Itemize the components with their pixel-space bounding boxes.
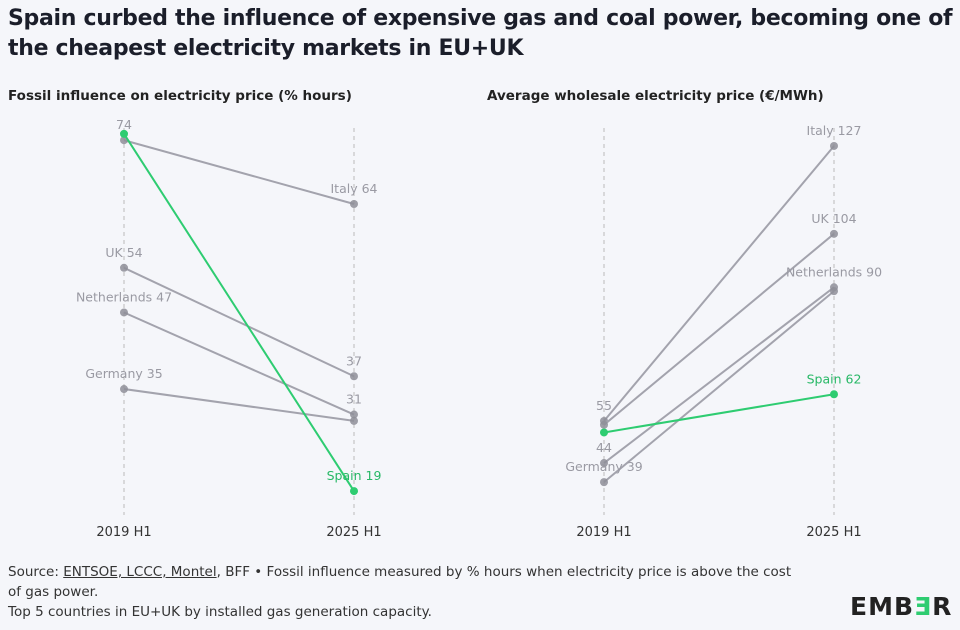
point-uk [120,263,128,272]
point-spain [350,487,358,496]
data-label: Netherlands 47 [76,289,172,304]
point-germany [350,416,358,425]
series-line-netherlands [603,286,835,464]
series-line-italy [123,139,355,205]
data-label: Germany 35 [85,366,162,381]
data-label: 31 [346,392,362,407]
data-label: 44 [596,440,612,455]
chart-title: Spain curbed the influence of expensive … [8,6,953,61]
series-line-germany [123,388,355,422]
series-line-germany [603,290,835,483]
series-line-spain [123,133,355,492]
point-spain [120,129,128,138]
data-label: 74 [116,117,132,132]
point-uk [350,372,358,381]
point-germany [830,287,838,296]
footer: Source: ENTSOE, LCCC, Montel, BFF • Foss… [8,562,808,622]
source-rest: , BFF • Fossil influence measured by % h… [8,564,792,600]
data-label: 37 [346,353,362,368]
series-line-italy [603,145,835,422]
series-line-netherlands [123,311,355,416]
point-netherlands [120,308,128,317]
point-spain [600,428,608,437]
data-label: 55 [596,398,612,413]
point-germany [120,385,128,394]
point-spain [830,390,838,399]
series-line-uk [603,233,835,426]
data-label: Italy 64 [331,181,378,196]
point-uk [600,420,608,429]
source-links[interactable]: ENTSOE, LCCC, Montel [63,564,217,580]
ember-logo: EMBƎR [850,592,953,621]
series-line-spain [603,393,835,434]
point-netherlands [350,410,358,419]
x-tick-label: 2019 H1 [576,525,631,540]
point-germany [600,478,608,487]
point-uk [830,229,838,238]
data-label: Spain 62 [807,371,862,386]
data-label: UK 54 [105,245,142,260]
point-netherlands [600,459,608,468]
right-chart-title: Average wholesale electricity price (€/M… [487,88,824,104]
x-tick-label: 2025 H1 [806,525,861,540]
x-tick-label: 2025 H1 [326,525,381,540]
left-chart-title: Fossil influence on electricity price (%… [8,88,352,104]
series-line-uk [123,266,355,378]
x-tick-label: 2019 H1 [96,525,151,540]
point-italy [830,141,838,150]
data-label: Germany 39 [565,459,642,474]
data-label: Netherlands 90 [786,264,882,279]
data-label: Italy 127 [807,123,862,138]
point-italy [350,200,358,208]
source-label: Source: [8,564,64,580]
data-label: UK 104 [811,211,856,226]
data-label: Spain 19 [327,468,382,483]
footnote: Top 5 countries in EU+UK by installed ga… [8,604,432,620]
